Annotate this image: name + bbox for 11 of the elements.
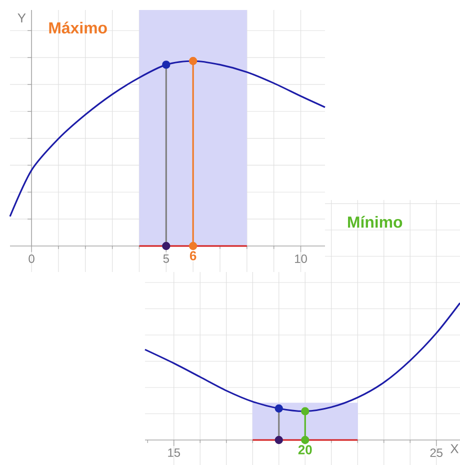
x-tick-label: 25 <box>430 448 443 457</box>
x-tick-label: 15 <box>168 448 180 457</box>
x-tick-label: 0 <box>28 254 34 263</box>
x-axis-title: X <box>450 444 459 454</box>
chart-title: Máximo <box>49 22 107 34</box>
chart-title: Mínimo <box>348 216 402 228</box>
x-tick-label: 10 <box>295 254 307 263</box>
y-axis-title: Y <box>18 14 26 22</box>
x-tick-label: 5 <box>163 254 169 263</box>
annotation: 20 <box>298 445 312 454</box>
annotation: 6 <box>190 251 196 260</box>
